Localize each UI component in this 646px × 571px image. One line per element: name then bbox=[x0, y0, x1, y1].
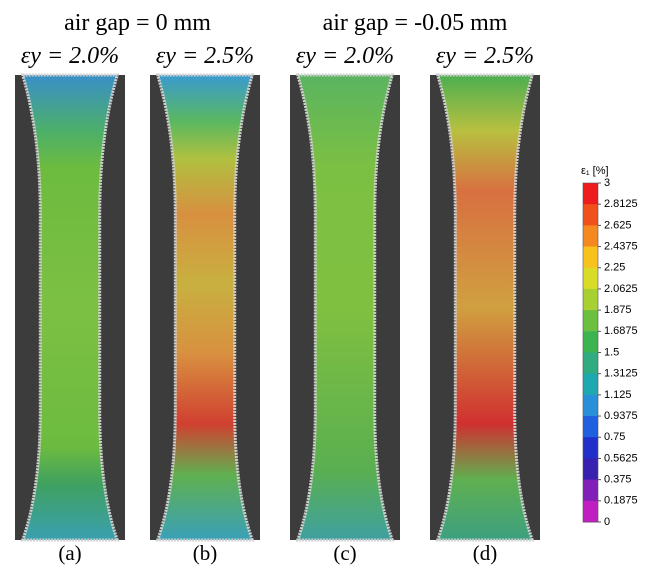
colorbar-segment bbox=[583, 416, 598, 438]
colorbar-tick-label: 2.0625 bbox=[604, 283, 638, 295]
colorbar-segment bbox=[583, 373, 598, 396]
colorbar-segment bbox=[583, 183, 598, 205]
colorbar-tick-label: 1.6875 bbox=[604, 325, 638, 337]
colorbar-tick-label: 1.5 bbox=[604, 346, 619, 358]
colorbar-segment bbox=[583, 288, 598, 311]
colorbar-tick-label: 2.625 bbox=[604, 219, 632, 231]
specimen-strain-map bbox=[295, 73, 395, 542]
colorbar-tick-label: 2.25 bbox=[604, 262, 625, 274]
colorbar-segment bbox=[583, 310, 598, 332]
panel-label: (c) bbox=[333, 541, 356, 565]
colorbar-segment bbox=[583, 479, 598, 502]
colorbar-tick-label: 0.1875 bbox=[604, 495, 638, 507]
colorbar-segment bbox=[583, 204, 598, 226]
group-title: air gap = 0 mm bbox=[64, 10, 211, 36]
colorbar-tick-label: 1.875 bbox=[604, 304, 632, 316]
colorbar-segment bbox=[583, 246, 598, 269]
colorbar-segment bbox=[583, 267, 598, 290]
colorbar-tick-label: 1.3125 bbox=[604, 368, 638, 380]
panel-label: (a) bbox=[58, 541, 81, 565]
colorbar-tick-label: 0.9375 bbox=[604, 410, 638, 422]
strain-label: εy = 2.5% bbox=[436, 43, 534, 69]
panel-label: (b) bbox=[193, 541, 218, 565]
colorbar-segment bbox=[583, 225, 598, 248]
colorbar-tick-label: 3 bbox=[604, 177, 610, 189]
colorbar-title: ε₁ [%] bbox=[581, 165, 609, 177]
specimen-strain-map bbox=[20, 73, 120, 542]
colorbar-tick-label: 2.4375 bbox=[604, 240, 638, 252]
colorbar-segment bbox=[583, 331, 598, 353]
colorbar-segment bbox=[583, 352, 598, 375]
colorbar-segment bbox=[583, 458, 598, 481]
colorbar: ε₁ [%]3 2.8125 2.625 2.4375 2.25 2.0625 1.875 1… bbox=[581, 165, 638, 528]
colorbar-tick-label: 0 bbox=[604, 516, 610, 528]
strain-label: εy = 2.5% bbox=[156, 43, 254, 69]
colorbar-tick-label: 2.8125 bbox=[604, 198, 638, 210]
strain-label: εy = 2.0% bbox=[21, 43, 119, 69]
specimen-strain-map bbox=[435, 73, 535, 542]
colorbar-tick-label: 0.375 bbox=[604, 474, 632, 486]
colorbar-segment bbox=[583, 437, 598, 459]
colorbar-tick-label: 1.125 bbox=[604, 389, 632, 401]
colorbar-tick-label: 0.75 bbox=[604, 431, 625, 443]
colorbar-segment bbox=[583, 500, 598, 523]
colorbar-tick-label: 0.5625 bbox=[604, 452, 638, 464]
colorbar-segment bbox=[583, 394, 598, 417]
group-title: air gap = -0.05 mm bbox=[323, 10, 508, 36]
strain-label: εy = 2.0% bbox=[296, 43, 394, 69]
specimens: air gap = 0 mm εy = 2.0% (a) εy = 2.5% (b) ai… bbox=[15, 10, 540, 565]
panel-label: (d) bbox=[473, 541, 498, 565]
specimen-strain-map bbox=[155, 73, 255, 542]
